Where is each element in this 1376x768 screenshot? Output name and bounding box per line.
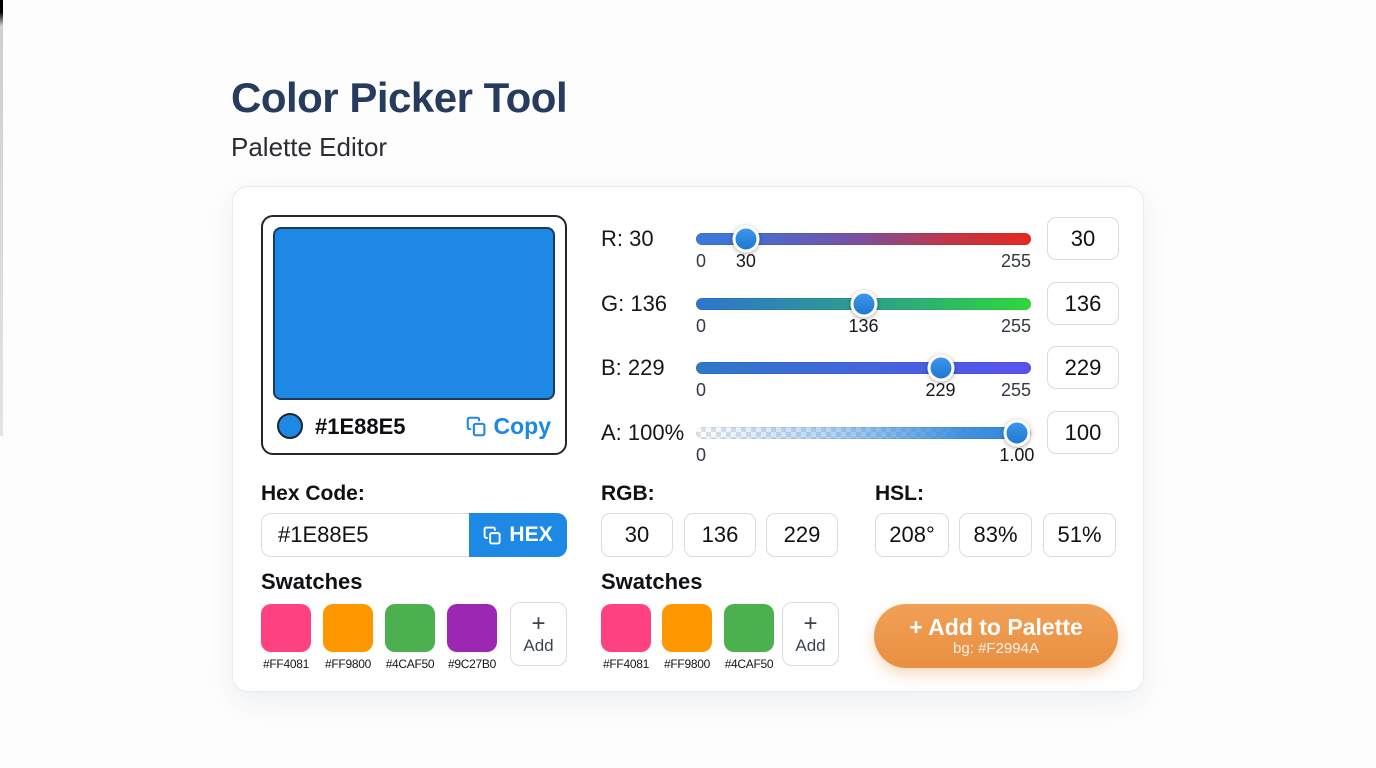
swatch[interactable] bbox=[601, 604, 651, 652]
swatch-hex-label: #FF4081 bbox=[603, 657, 649, 671]
color-preview-swatch bbox=[273, 227, 555, 400]
swatch[interactable] bbox=[323, 604, 373, 652]
alpha-slider-track[interactable] bbox=[696, 419, 1031, 447]
swatch[interactable] bbox=[447, 604, 497, 652]
hsl-l-box[interactable]: 51% bbox=[1043, 513, 1116, 557]
alpha-value-box[interactable]: 100 bbox=[1047, 411, 1119, 454]
red-slider-thumb[interactable] bbox=[732, 225, 760, 253]
preview-hex-label: #1E88E5 bbox=[315, 414, 406, 439]
hex-input-group: HEX bbox=[261, 513, 567, 557]
swatch[interactable] bbox=[261, 604, 311, 652]
page-title: Color Picker Tool bbox=[231, 74, 568, 121]
preview-footer: #1E88E5 Copy bbox=[263, 409, 565, 445]
swatch-hex-label: #FF9800 bbox=[664, 657, 710, 671]
left-edge-line bbox=[0, 0, 3, 436]
green-slider-track[interactable] bbox=[696, 290, 1031, 318]
hsl-h-box[interactable]: 208° bbox=[875, 513, 949, 557]
hex-copy-button[interactable]: HEX bbox=[469, 513, 567, 557]
hex-input[interactable] bbox=[261, 513, 469, 557]
green-slider-label: G: 136 bbox=[601, 291, 668, 316]
red-slider-track[interactable] bbox=[696, 225, 1031, 253]
swatch-hex-label: #FF9800 bbox=[325, 657, 371, 671]
swatch[interactable] bbox=[724, 604, 774, 652]
swatch-hex-label: #9C27B0 bbox=[448, 657, 496, 671]
green-slider-row: G: 136 0 136 255 136 bbox=[601, 282, 1131, 344]
green-max-tick: 255 bbox=[1000, 316, 1031, 336]
swatch-hex-label: #4CAF50 bbox=[724, 657, 774, 671]
blue-max-tick: 255 bbox=[1000, 380, 1031, 400]
alpha-slider-row: A: 100% 0 1.00 100 bbox=[601, 411, 1131, 473]
green-slider-thumb[interactable] bbox=[850, 290, 877, 318]
alpha-slider-thumb[interactable] bbox=[1003, 419, 1031, 447]
plus-icon: + bbox=[531, 610, 546, 637]
rgb-r-box[interactable]: 30 bbox=[601, 513, 673, 557]
hsl-section-label: HSL: bbox=[875, 482, 924, 505]
plus-icon: + bbox=[803, 610, 818, 637]
red-max-tick: 255 bbox=[1000, 251, 1031, 271]
swatch[interactable] bbox=[662, 604, 712, 652]
blue-min-tick: 0 bbox=[696, 380, 707, 400]
color-dot bbox=[277, 413, 303, 439]
rgb-b-box[interactable]: 229 bbox=[766, 513, 838, 557]
blue-slider-row: B: 229 0 229 255 229 bbox=[601, 346, 1131, 408]
red-slider-row: R: 30 0 30 255 30 bbox=[601, 217, 1131, 279]
alpha-min-tick: 0 bbox=[696, 445, 707, 465]
swatch-hex-label: #4CAF50 bbox=[385, 657, 435, 671]
copy-button-label: Copy bbox=[493, 413, 552, 439]
color-preview-card: #1E88E5 Copy bbox=[261, 215, 567, 455]
hex-section-label: Hex Code: bbox=[261, 482, 365, 505]
add-swatch-button[interactable]: + Add bbox=[510, 602, 567, 666]
blue-value-box[interactable]: 229 bbox=[1047, 346, 1119, 389]
swatches-left-title: Swatches bbox=[261, 569, 363, 594]
color-picker-card: #1E88E5 Copy R: 30 0 30 255 30 G: 136 bbox=[232, 186, 1144, 692]
copy-icon bbox=[484, 526, 501, 544]
red-current-tick: 30 bbox=[735, 251, 756, 271]
green-min-tick: 0 bbox=[696, 316, 707, 336]
copy-icon bbox=[466, 416, 485, 437]
alpha-current-tick: 1.00 bbox=[999, 445, 1035, 465]
swatch[interactable] bbox=[385, 604, 435, 652]
add-to-palette-label: + Add to Palette bbox=[909, 614, 1083, 640]
copy-button[interactable]: Copy bbox=[466, 413, 552, 440]
swatch-hex-label: #FF4081 bbox=[263, 657, 309, 671]
add-swatch-button[interactable]: + Add bbox=[782, 602, 839, 666]
red-slider-label: R: 30 bbox=[601, 226, 654, 251]
add-button-label: Add bbox=[523, 636, 554, 655]
blue-current-tick: 229 bbox=[925, 380, 956, 400]
green-current-tick: 136 bbox=[848, 316, 879, 336]
add-to-palette-sublabel: bg: #F2994A bbox=[953, 640, 1039, 657]
alpha-slider-label: A: 100% bbox=[601, 420, 685, 445]
rgb-section-label: RGB: bbox=[601, 482, 655, 505]
add-to-palette-button[interactable]: + Add to Palette bg: #F2994A bbox=[874, 604, 1118, 668]
red-min-tick: 0 bbox=[696, 251, 707, 271]
blue-slider-track[interactable] bbox=[696, 354, 1031, 382]
green-value-box[interactable]: 136 bbox=[1047, 282, 1119, 325]
hsl-s-box[interactable]: 83% bbox=[959, 513, 1032, 557]
blue-slider-thumb[interactable] bbox=[927, 354, 955, 382]
hex-copy-button-label: HEX bbox=[509, 523, 553, 546]
add-button-label: Add bbox=[795, 636, 826, 655]
rgb-g-box[interactable]: 136 bbox=[684, 513, 756, 557]
swatches-right-title: Swatches bbox=[601, 569, 703, 594]
red-value-box[interactable]: 30 bbox=[1047, 217, 1119, 260]
page-subtitle: Palette Editor bbox=[231, 132, 388, 162]
blue-slider-label: B: 229 bbox=[601, 355, 665, 380]
